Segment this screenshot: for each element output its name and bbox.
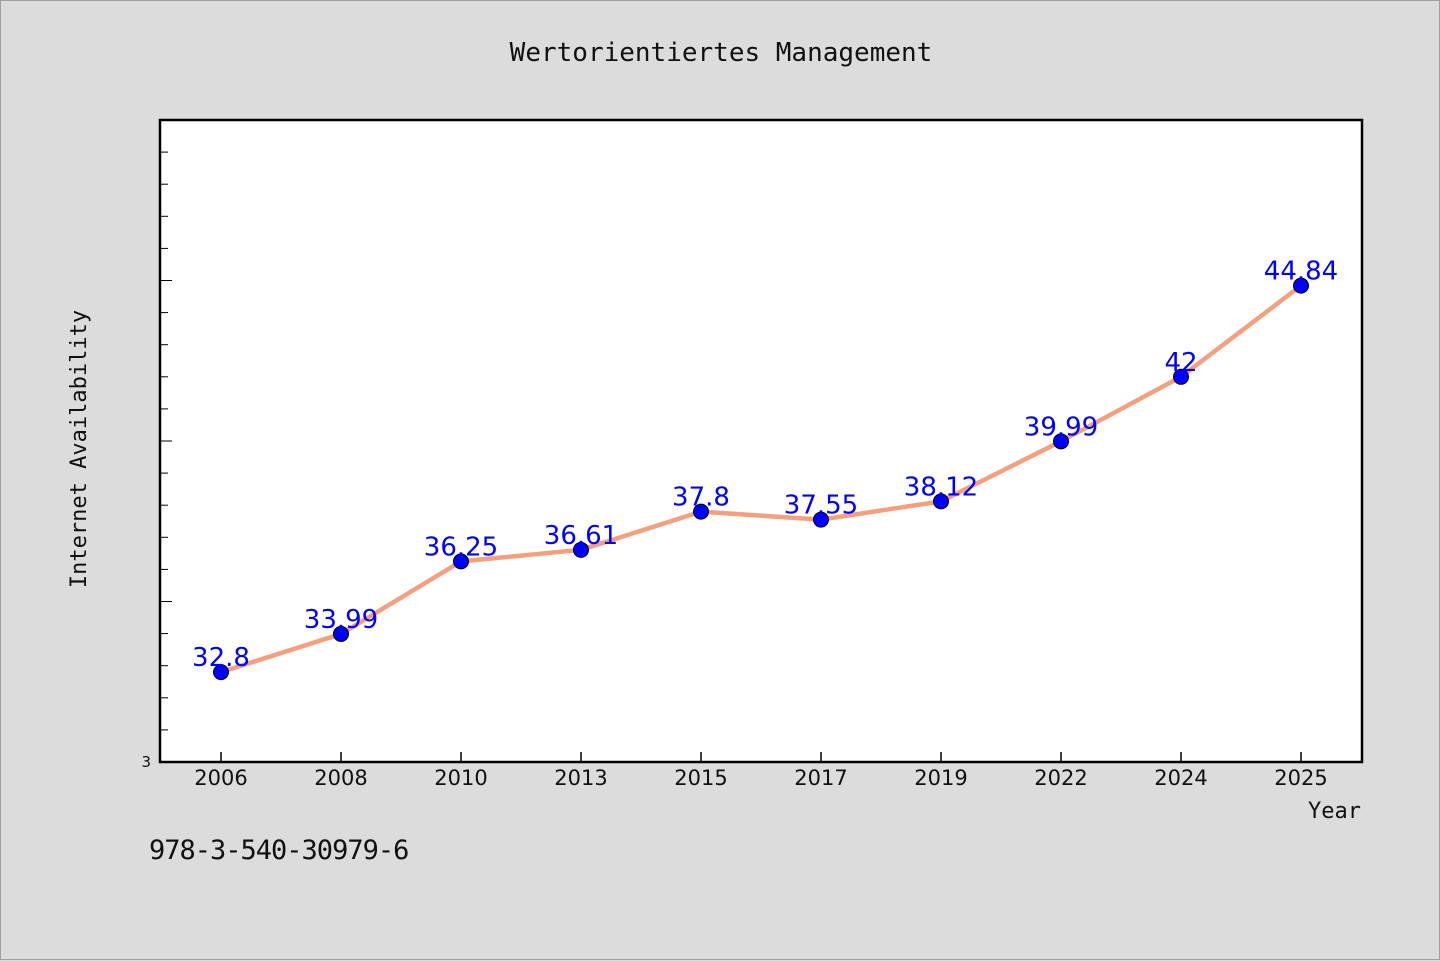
data-point — [333, 625, 349, 642]
x-tick-label: 2017 — [794, 766, 847, 790]
data-label: 36.25 — [424, 532, 498, 562]
y-tick-label: 3 — [141, 753, 151, 771]
data-label: 37.8 — [672, 483, 730, 513]
x-tick-label: 2019 — [914, 766, 967, 790]
x-tick-label: 2022 — [1034, 766, 1087, 790]
data-label: 36.61 — [544, 521, 618, 551]
series-markers — [213, 277, 1309, 681]
data-label: 42 — [1164, 348, 1197, 378]
data-label: 38.12 — [904, 472, 978, 502]
x-tick-label: 2024 — [1154, 766, 1207, 790]
data-label: 44.84 — [1264, 257, 1338, 287]
data-label: 33.99 — [304, 605, 378, 635]
x-tick-label: 2025 — [1274, 766, 1327, 790]
isbn-text: 978-3-540-30979-6 — [149, 835, 409, 866]
y-axis-label: Internet Availability — [67, 310, 92, 588]
data-label: 32.8 — [192, 643, 250, 673]
x-tick-label: 2010 — [434, 766, 487, 790]
data-point — [573, 541, 589, 558]
data-point — [213, 664, 229, 681]
data-label: 37.55 — [784, 491, 858, 521]
x-tick-label: 2013 — [554, 766, 607, 790]
x-tick-label: 2015 — [674, 766, 727, 790]
series-data-labels: 32.8 33.99 36.25 36.61 37.8 37.55 38.12 39.99 42… — [192, 257, 1338, 673]
x-tick-label: 2006 — [194, 766, 247, 790]
series-line-group — [218, 283, 1304, 675]
data-point — [813, 511, 829, 528]
data-label: 39.99 — [1024, 412, 1098, 442]
chart-title: Wertorientiertes Management — [510, 38, 933, 68]
x-axis-label: Year — [1308, 799, 1361, 824]
data-point — [693, 503, 709, 520]
x-tick-label: 2008 — [314, 766, 367, 790]
data-point — [1053, 433, 1069, 450]
y-axis-ticks — [160, 151, 172, 731]
plot-area — [158, 118, 1364, 764]
series-line — [218, 283, 1304, 675]
data-point — [453, 553, 469, 570]
data-point — [1173, 368, 1189, 385]
data-point — [933, 493, 949, 510]
x-axis-ticks: 2006 2008 2010 2013 2015 2017 2019 2022 2024 2025 — [194, 752, 1328, 790]
data-point — [1293, 277, 1309, 294]
